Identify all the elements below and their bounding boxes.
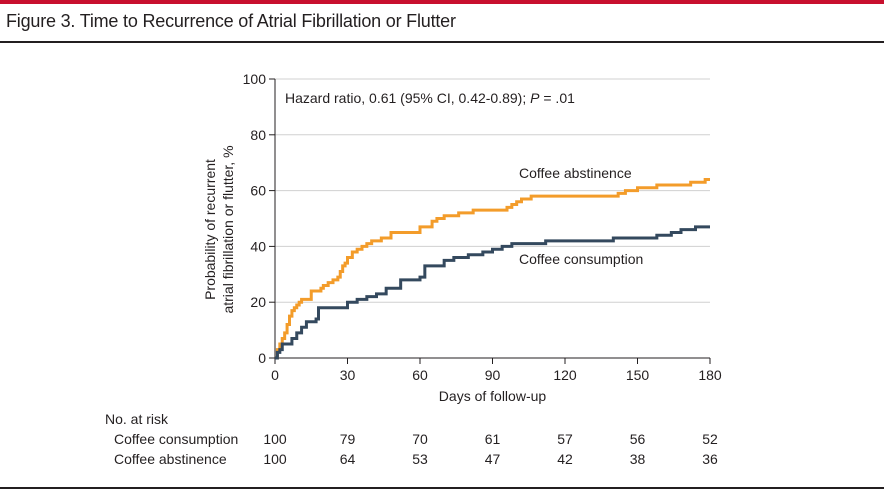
risk-value: 57 [557, 431, 573, 447]
top-accent-rule [0, 0, 884, 4]
y-tick-label: 60 [250, 183, 266, 199]
title-divider [0, 41, 884, 43]
bottom-divider [0, 487, 884, 489]
y-tick-label: 40 [250, 238, 266, 254]
risk-value: 61 [484, 431, 501, 447]
risk-row-label: Coffee abstinence [114, 451, 227, 467]
risk-value: 52 [702, 431, 718, 447]
y-tick-label: 100 [243, 71, 267, 87]
series-line-coffee-abstinence [275, 177, 710, 360]
x-tick-label: 30 [340, 367, 356, 383]
risk-value: 36 [702, 451, 718, 467]
hazard-ratio-annotation: Hazard ratio, 0.61 (95% CI, 0.42-0.89); … [285, 90, 575, 106]
risk-row-label: Coffee consumption [114, 431, 239, 447]
risk-value: 53 [412, 451, 428, 467]
x-tick-label: 60 [412, 367, 428, 383]
risk-value: 38 [629, 451, 646, 467]
x-tick-label: 0 [271, 367, 279, 383]
risk-value: 100 [263, 431, 287, 447]
risk-value: 79 [339, 431, 356, 447]
y-tick-label: 80 [250, 127, 266, 143]
x-tick-label: 180 [698, 367, 722, 383]
risk-value: 42 [557, 451, 573, 467]
y-axis-label-line1: Probability of recurrent [202, 159, 218, 300]
series-label-coffee-consumption: Coffee consumption [519, 251, 643, 267]
y-axis-label-line2: atrial fibrillation or flutter, % [220, 145, 236, 313]
x-tick-label: 150 [626, 367, 650, 383]
risk-value: 100 [263, 451, 287, 467]
series-line-coffee-consumption [275, 225, 710, 360]
figure-title: Figure 3. Time to Recurrence of Atrial F… [6, 11, 456, 31]
x-tick-label: 90 [485, 367, 501, 383]
x-tick-label: 120 [553, 367, 577, 383]
x-axis-label: Days of follow-up [439, 388, 547, 404]
risk-value: 70 [412, 431, 428, 447]
y-tick-label: 20 [250, 294, 266, 310]
series-label-coffee-abstinence: Coffee abstinence [519, 165, 632, 181]
risk-value: 47 [484, 451, 501, 467]
risk-value: 56 [629, 431, 646, 447]
risk-table-title: No. at risk [105, 411, 169, 427]
y-tick-label: 0 [258, 350, 266, 366]
risk-value: 64 [339, 451, 356, 467]
